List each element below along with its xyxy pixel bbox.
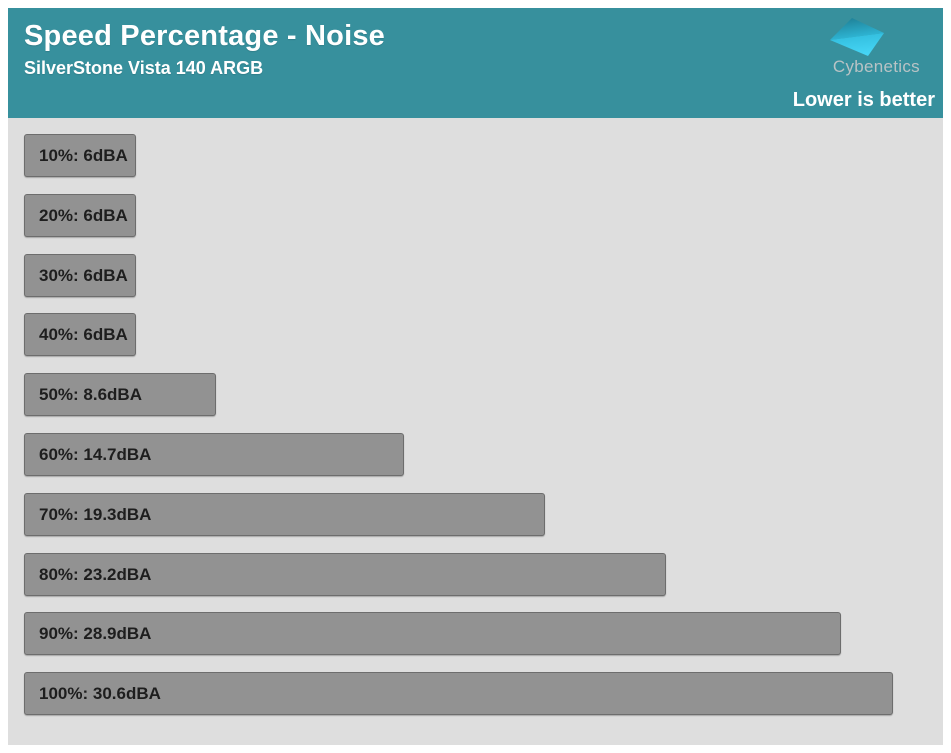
brand-label: Cybenetics [832,57,920,76]
bar-label: 20%: 6dBA [39,206,128,225]
cybenetics-logo-icon [830,18,884,56]
bar-label: 30%: 6dBA [39,266,128,285]
chart-header: Speed Percentage - Noise SilverStone Vis… [8,8,943,118]
bar-10%: 10%: 6dBA [24,134,136,177]
bar-80%: 80%: 23.2dBA [24,553,666,596]
bar-50%: 50%: 8.6dBA [24,373,216,416]
bar-30%: 30%: 6dBA [24,254,136,297]
page-subtitle: SilverStone Vista 140 ARGB [24,58,264,78]
bar-100%: 100%: 30.6dBA [24,672,893,715]
chart-card: Speed Percentage - Noise SilverStone Vis… [8,8,943,745]
bar-label: 90%: 28.9dBA [39,624,152,643]
bar-label: 80%: 23.2dBA [39,565,152,584]
lower-is-better-note: Lower is better [792,89,935,111]
page-title: Speed Percentage - Noise [24,20,385,52]
bar-90%: 90%: 28.9dBA [24,612,841,655]
bar-label: 40%: 6dBA [39,325,128,344]
bar-label: 60%: 14.7dBA [39,445,152,464]
bar-chart: 10%: 6dBA 20%: 6dBA 30%: 6dBA 40%: 6dBA 50%:… [8,118,943,745]
bar-label: 10%: 6dBA [39,146,128,165]
bar-20%: 20%: 6dBA [24,194,136,237]
bar-70%: 70%: 19.3dBA [24,493,545,536]
bar-40%: 40%: 6dBA [24,313,136,356]
bar-label: 70%: 19.3dBA [39,505,152,524]
bar-label: 50%: 8.6dBA [39,385,142,404]
bar-label: 100%: 30.6dBA [39,684,161,703]
bar-60%: 60%: 14.7dBA [24,433,404,476]
